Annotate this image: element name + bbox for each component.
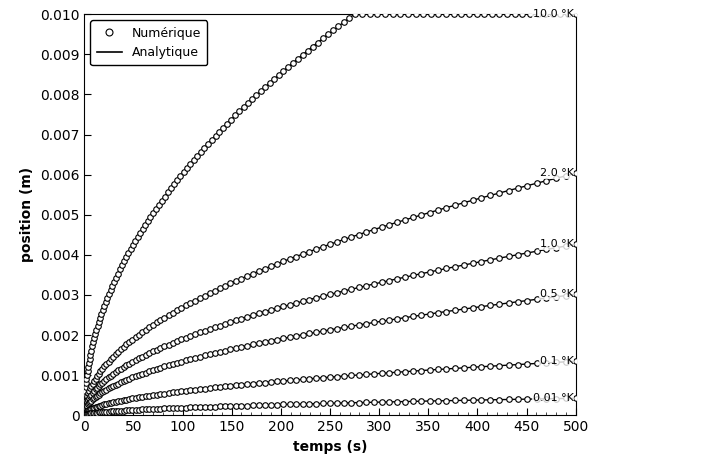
X-axis label: temps (s): temps (s)	[293, 440, 367, 454]
Text: 0.1 °K: 0.1 °K	[540, 356, 574, 366]
Text: 0.5 °K: 0.5 °K	[540, 289, 574, 299]
Legend: Numérique, Analytique: Numérique, Analytique	[91, 20, 207, 65]
Text: 2.0 °K: 2.0 °K	[540, 169, 574, 178]
Text: 10.0 °K: 10.0 °K	[533, 9, 574, 19]
Y-axis label: position (m): position (m)	[20, 167, 34, 262]
Text: 1.0 °K: 1.0 °K	[540, 239, 574, 249]
Text: 0.01 °K: 0.01 °K	[533, 393, 574, 403]
